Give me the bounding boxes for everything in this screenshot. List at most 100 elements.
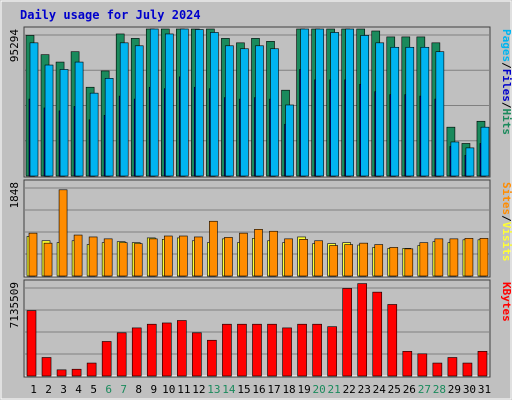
x-tick-label-26: 26: [403, 383, 416, 396]
x-tick-label-3: 3: [60, 383, 67, 396]
bar-kbytes-day-25: [387, 304, 398, 377]
x-tick-label-5: 5: [90, 383, 97, 396]
bar-pages-day-5: [89, 92, 99, 177]
bar-sites-day-30: [464, 238, 474, 277]
bar-kbytes-day-27: [417, 353, 428, 377]
bar-sites-day-10: [163, 235, 173, 277]
y-max-label: 7135509: [8, 282, 21, 328]
bar-kbytes-day-10: [161, 322, 172, 377]
bar-sites-day-20: [314, 240, 323, 277]
legend-visits: Visits: [500, 222, 512, 262]
bar-pages-day-18: [285, 104, 294, 177]
bar-sites-day-18: [284, 238, 293, 277]
bar-kbytes-day-1: [26, 310, 37, 377]
x-tick-label-22: 22: [343, 383, 356, 396]
bar-pages-day-19: [300, 28, 309, 177]
x-tick-label-12: 12: [192, 383, 205, 396]
bar-sites-day-21: [329, 245, 338, 277]
x-tick-label-31: 31: [478, 383, 491, 396]
legend: KBytes: [500, 282, 512, 322]
x-tick-label-9: 9: [150, 383, 157, 396]
bar-pages-day-22: [345, 28, 354, 177]
bar-sites-day-22: [344, 244, 353, 277]
bar-sites-day-5: [88, 236, 98, 277]
bar-pages-day-3: [59, 69, 69, 177]
chart-title: Daily usage for July 2024: [20, 8, 201, 22]
legend-hits: Hits: [500, 109, 512, 136]
bar-pages-day-20: [315, 28, 324, 177]
x-tick-label-7: 7: [120, 383, 127, 396]
x-tick-label-29: 29: [448, 383, 461, 396]
panel-kbytes: 7135509 KBytes: [8, 279, 512, 378]
bar-kbytes-day-9: [146, 323, 157, 377]
bar-kbytes-day-3: [56, 369, 67, 377]
bar-sites-day-28: [434, 238, 444, 277]
bar-sites-day-15: [239, 232, 248, 277]
bar-sites-day-11: [179, 235, 188, 277]
x-tick-label-10: 10: [162, 383, 175, 396]
x-tick-label-20: 20: [313, 383, 326, 396]
bar-pages-day-1: [29, 42, 39, 177]
bar-kbytes-day-7: [116, 332, 127, 377]
bar-pages-day-31: [480, 126, 490, 177]
bar-sites-day-3: [58, 189, 68, 277]
bar-sites-day-8: [133, 243, 143, 277]
legend: Pages/Files/Hits: [500, 29, 512, 135]
legend-files: Files: [500, 69, 512, 102]
bar-kbytes-day-20: [312, 323, 322, 377]
bar-kbytes-day-6: [101, 341, 112, 377]
x-tick-label-15: 15: [237, 383, 250, 396]
x-tick-label-27: 27: [418, 383, 431, 396]
bar-sites-day-25: [389, 247, 399, 277]
bar-sites-day-4: [73, 234, 83, 277]
bar-kbytes-day-24: [372, 291, 383, 377]
bar-pages-day-10: [164, 33, 174, 177]
bar-kbytes-day-23: [357, 283, 368, 377]
bar-sites-day-9: [148, 238, 158, 277]
bar-pages-day-2: [44, 64, 54, 177]
x-axis-day-labels: 1 2 3 4 5 6 7 8 9 10 11 12 13 14 15 16 17 18 19 20 21 22 23 24 2…: [30, 383, 491, 396]
bar-sites-day-6: [103, 238, 113, 277]
bar-kbytes-day-19: [297, 323, 307, 377]
bar-sites-day-7: [118, 242, 128, 277]
y-max-label: 1848: [8, 182, 21, 209]
bar-pages-day-29: [450, 141, 460, 177]
bar-kbytes-day-26: [402, 351, 413, 377]
bar-kbytes-day-5: [86, 362, 97, 377]
bar-pages-day-15: [240, 48, 249, 177]
bar-pages-day-24: [375, 42, 385, 177]
x-tick-label-21: 21: [328, 383, 341, 396]
bar-pages-day-17: [270, 48, 279, 177]
x-tick-label-28: 28: [433, 383, 446, 396]
legend: Sites/Visits: [500, 182, 512, 262]
bar-pages-day-6: [104, 78, 114, 177]
bar-kbytes-day-4: [71, 368, 82, 377]
bar-kbytes-day-11: [177, 320, 187, 377]
bar-sites-day-19: [299, 239, 308, 277]
bar-pages-day-7: [119, 42, 129, 177]
x-tick-label-18: 18: [282, 383, 295, 396]
legend-sites: Sites: [500, 182, 512, 215]
bar-sites-day-12: [194, 236, 203, 277]
panel-hits-files-pages: 95294 Pages/Files/Hits: [8, 26, 512, 178]
bar-pages-day-4: [74, 61, 84, 177]
bar-kbytes-day-13: [207, 339, 217, 377]
x-tick-label-1: 1: [30, 383, 37, 396]
bar-sites-day-14: [224, 237, 233, 277]
bar-pages-day-9: [149, 28, 159, 177]
bar-kbytes-day-21: [327, 326, 337, 377]
bar-kbytes-day-31: [477, 351, 488, 377]
bar-pages-day-16: [255, 45, 264, 177]
x-tick-label-2: 2: [45, 383, 52, 396]
x-tick-label-30: 30: [463, 383, 476, 396]
bar-pages-day-8: [134, 45, 144, 177]
bar-pages-day-12: [195, 29, 204, 177]
bar-kbytes-day-15: [237, 323, 247, 377]
bar-pages-day-11: [180, 28, 189, 177]
legend-separator: /: [500, 62, 512, 69]
legend-separator: /: [500, 102, 512, 109]
x-tick-label-19: 19: [297, 383, 310, 396]
